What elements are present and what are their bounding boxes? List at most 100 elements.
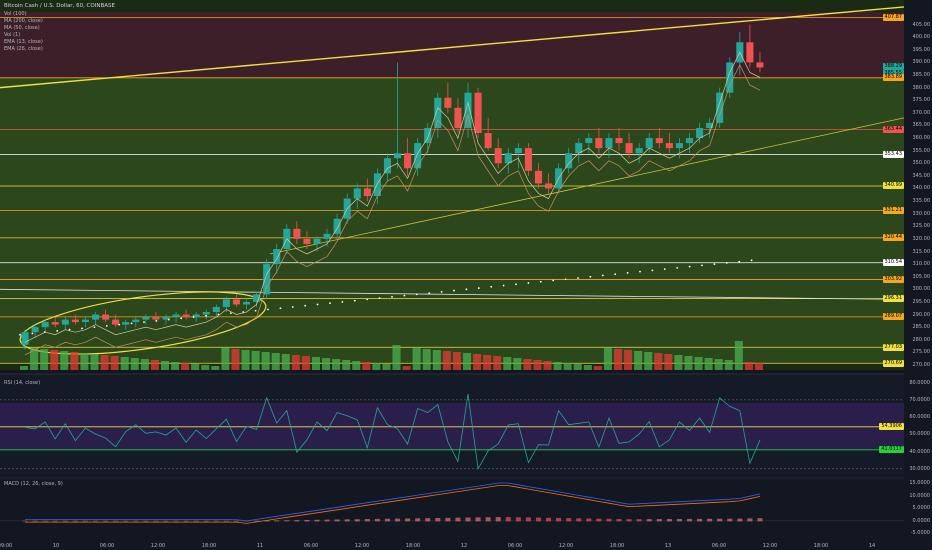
rsi-line bbox=[24, 393, 761, 471]
price-label: 340.99 bbox=[882, 182, 904, 190]
ma-dot bbox=[713, 263, 716, 266]
indicator-label[interactable]: Vol (1) bbox=[4, 32, 21, 38]
volume-bar bbox=[322, 358, 331, 370]
ema-26-line bbox=[24, 64, 761, 356]
volume-bar bbox=[513, 358, 522, 370]
volume-bar bbox=[684, 356, 693, 370]
red-zone bbox=[0, 12, 904, 78]
volume-bar bbox=[291, 355, 300, 370]
ma-dot bbox=[750, 259, 753, 262]
macd-histogram-bar bbox=[213, 520, 219, 522]
price-tick: 310.00 bbox=[912, 261, 931, 268]
ma-dot bbox=[279, 307, 282, 310]
ma-dot bbox=[490, 285, 493, 288]
volume-bar bbox=[493, 356, 502, 370]
candle-body bbox=[41, 322, 49, 328]
macd-histogram-bar bbox=[374, 518, 380, 522]
candle-body bbox=[31, 327, 39, 333]
candle-body bbox=[504, 153, 512, 164]
candle-body bbox=[162, 317, 170, 320]
indicator-label[interactable]: MA (50, close) bbox=[4, 25, 40, 31]
ma-dot bbox=[738, 260, 741, 263]
volume-bar bbox=[271, 353, 280, 370]
volume-bar bbox=[342, 360, 351, 370]
macd-histogram-bar bbox=[32, 520, 38, 522]
rsi-value-label: 41.0117 bbox=[879, 446, 904, 454]
macd-histogram-bar bbox=[153, 520, 159, 522]
volume-bar bbox=[624, 350, 633, 370]
volume-bar bbox=[503, 357, 512, 370]
macd-histogram-bar bbox=[666, 519, 672, 522]
indicator-label[interactable]: MA (200, close) bbox=[4, 18, 43, 24]
candle-body bbox=[61, 319, 69, 325]
price-label: 407.87 bbox=[882, 13, 904, 21]
time-tick: 06:00 bbox=[303, 543, 319, 549]
volume-bar bbox=[563, 363, 572, 370]
time-tick: 12:00 bbox=[150, 543, 166, 549]
ma-dot bbox=[453, 289, 455, 292]
ma-dot bbox=[477, 287, 480, 289]
volume-bar bbox=[130, 358, 139, 370]
candle-body bbox=[152, 317, 160, 320]
indicator-label[interactable]: EMA (26, close) bbox=[4, 46, 43, 52]
ma-dot bbox=[254, 309, 257, 312]
candle-body bbox=[706, 122, 714, 128]
macd-pane bbox=[0, 478, 904, 540]
price-tick: 290.00 bbox=[912, 311, 931, 318]
indicator-label[interactable]: Vol (100) bbox=[4, 11, 27, 17]
candle-body bbox=[665, 143, 673, 149]
macd-histogram-bar bbox=[364, 519, 370, 522]
volume-bar bbox=[60, 351, 69, 370]
macd-histogram-bar bbox=[697, 518, 703, 522]
volume-bar bbox=[754, 363, 763, 370]
macd-tick: -5.0000 bbox=[910, 530, 930, 537]
candle-body bbox=[696, 127, 704, 139]
macd-histogram-bar bbox=[405, 518, 411, 522]
time-tick: 12 bbox=[460, 543, 468, 549]
volume-bar bbox=[613, 349, 623, 370]
macd-histogram-bar bbox=[727, 518, 733, 522]
volume-bar bbox=[644, 352, 653, 370]
ma-dot bbox=[192, 316, 195, 318]
macd-tick: 0.0000 bbox=[912, 517, 931, 524]
candle-body bbox=[212, 306, 220, 313]
price-tick: 305.00 bbox=[912, 273, 931, 280]
candle-body bbox=[635, 148, 643, 154]
volume-bar bbox=[100, 355, 109, 370]
volume-bar bbox=[533, 360, 542, 370]
indicator-label[interactable]: EMA (13, close) bbox=[4, 39, 43, 45]
time-tick: 12:00 bbox=[354, 543, 370, 549]
candle-body bbox=[434, 97, 442, 128]
volume-bar bbox=[90, 354, 99, 370]
ma-dot bbox=[180, 317, 183, 320]
macd-histogram-bar bbox=[546, 517, 552, 522]
ma-dot bbox=[93, 326, 96, 329]
candle-body bbox=[394, 153, 402, 159]
price-label: 331.21 bbox=[882, 207, 904, 215]
ma-dot bbox=[515, 283, 517, 286]
price-tick: 320.00 bbox=[912, 235, 931, 242]
volume-bar bbox=[704, 358, 713, 370]
price-tick: 340.00 bbox=[912, 185, 931, 192]
macd-histogram-bar bbox=[576, 518, 582, 522]
candle-body bbox=[514, 148, 522, 154]
price-label: 320.44 bbox=[882, 234, 904, 242]
ma-dot bbox=[143, 321, 145, 323]
macd-histogram-bar bbox=[646, 519, 652, 522]
price-tick: 360.00 bbox=[912, 135, 931, 142]
candle-body bbox=[273, 248, 281, 265]
candle-body bbox=[293, 228, 301, 239]
macd-histogram-bar bbox=[354, 519, 360, 522]
macd-histogram-bar bbox=[72, 520, 78, 522]
macd-histogram-bar bbox=[113, 520, 119, 522]
candle-body bbox=[414, 143, 422, 169]
time-tick: 06:00 bbox=[507, 543, 523, 549]
macd-histogram-bar bbox=[656, 519, 662, 522]
candle-body bbox=[383, 158, 391, 174]
volume-bar bbox=[70, 352, 79, 370]
candle-body bbox=[685, 138, 694, 144]
highlight-ellipse bbox=[19, 291, 267, 355]
time-tick: 14 bbox=[868, 543, 876, 549]
ma-dot bbox=[651, 269, 654, 272]
